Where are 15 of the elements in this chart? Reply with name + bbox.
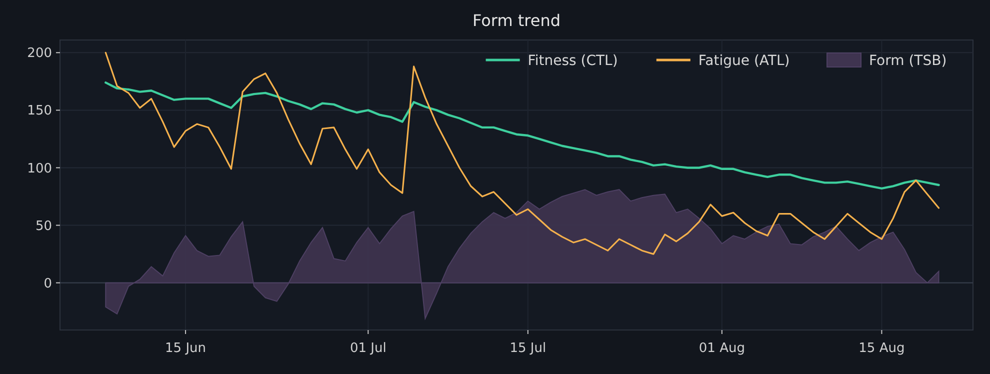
y-tick-label: 100 (27, 161, 52, 176)
chart-title: Form trend (472, 11, 561, 30)
y-tick-label: 0 (44, 276, 52, 292)
x-tick-label: 15 Aug (858, 341, 905, 356)
y-tick-label: 200 (27, 46, 52, 62)
line-series (104, 81, 940, 190)
x-tick-label: 01 Aug (698, 341, 745, 356)
x-tick-label: 01 Jul (350, 341, 386, 356)
x-tick-label: 15 Jul (510, 341, 546, 356)
x-tick-label: 15 Jun (165, 341, 206, 356)
legend-label: Fatigue (ATL) (698, 52, 790, 69)
legend-label: Form (TSB) (869, 52, 947, 69)
y-tick-label: 50 (35, 218, 52, 234)
y-tick-label: 150 (27, 104, 52, 119)
legend-label: Fitness (CTL) (528, 52, 618, 69)
